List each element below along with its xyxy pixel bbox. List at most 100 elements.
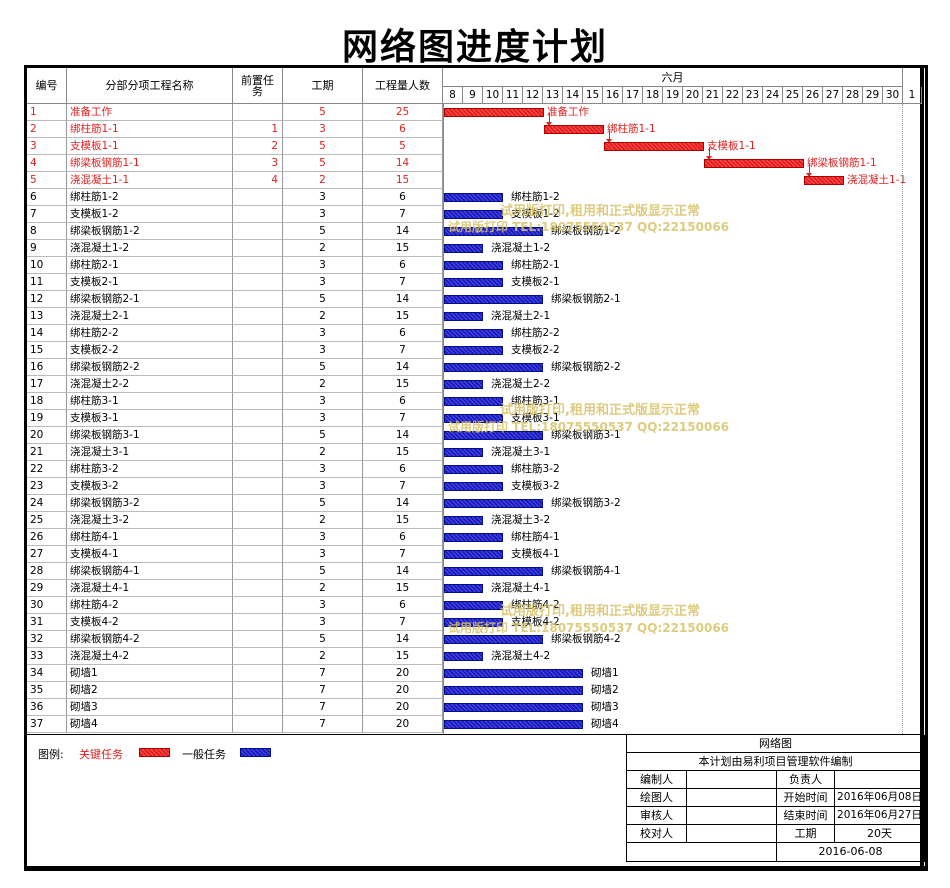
task-duration: 7 [283,682,363,699]
task-predecessor [233,189,283,206]
task-id: 12 [27,291,67,308]
task-workers: 20 [363,665,443,682]
watermark-text: 试用版打印 TEL:18075550537 QQ:22150066 [448,621,730,635]
day-cell: 19 [663,87,683,104]
task-bar[interactable] [444,380,483,389]
task-bar[interactable] [444,431,543,440]
task-name: 砌墙3 [67,699,233,716]
task-id: 34 [27,665,67,682]
task-bar[interactable] [444,533,503,542]
task-bar-label: 砌墙1 [591,667,619,679]
end-value: 2016年06月27日 [835,807,925,825]
task-bar[interactable] [444,346,503,355]
legend-critical-swatch [139,748,170,757]
task-name: 浇混凝土4-2 [67,648,233,665]
task-duration: 3 [283,257,363,274]
task-name: 支模板3-1 [67,410,233,427]
task-bar[interactable] [444,227,543,236]
task-bar[interactable] [444,516,483,525]
task-workers: 6 [363,121,443,138]
editor-label: 编制人 [627,771,687,789]
task-duration: 5 [283,427,363,444]
task-bar[interactable] [444,652,483,661]
critical-task-bar[interactable] [544,125,604,134]
task-bar[interactable] [444,329,503,338]
task-predecessor [233,393,283,410]
task-bar[interactable] [444,635,543,644]
day-cell: 10 [483,87,503,104]
task-name: 支模板4-1 [67,546,233,563]
task-duration: 3 [283,325,363,342]
critical-task-bar[interactable] [704,159,804,168]
task-workers: 6 [363,393,443,410]
task-workers: 15 [363,376,443,393]
task-duration: 5 [283,155,363,172]
task-id: 11 [27,274,67,291]
task-duration: 3 [283,410,363,427]
task-name: 绑梁板钢筋2-2 [67,359,233,376]
task-bar[interactable] [444,465,503,474]
task-name: 绑梁板钢筋1-1 [67,155,233,172]
task-id: 19 [27,410,67,427]
task-id: 20 [27,427,67,444]
critical-task-bar[interactable] [604,142,704,151]
day-cell: 1 [903,87,922,104]
task-bar[interactable] [444,669,583,678]
task-predecessor [233,597,283,614]
task-bar[interactable] [444,499,543,508]
page-title: 网络图进度计划 [341,27,608,68]
task-bar-label: 绑柱筋2-2 [511,327,560,339]
task-duration: 2 [283,444,363,461]
task-bar[interactable] [444,278,503,287]
task-bar[interactable] [444,210,503,219]
task-bar[interactable] [444,482,503,491]
task-name: 支模板2-2 [67,342,233,359]
task-bar[interactable] [444,686,583,695]
task-name: 绑梁板钢筋3-1 [67,427,233,444]
task-bar[interactable] [444,261,503,270]
task-duration: 3 [283,342,363,359]
task-id: 35 [27,682,67,699]
task-bar[interactable] [444,448,483,457]
task-predecessor [233,240,283,257]
task-bar[interactable] [444,193,503,202]
task-bar[interactable] [444,720,583,729]
task-workers: 7 [363,546,443,563]
task-id: 21 [27,444,67,461]
task-duration: 3 [283,189,363,206]
task-name: 浇混凝土2-1 [67,308,233,325]
task-workers: 14 [363,427,443,444]
day-cell: 11 [503,87,523,104]
task-duration: 3 [283,274,363,291]
task-bar-label: 支模板3-1 [511,412,560,424]
task-bar[interactable] [444,703,583,712]
task-bar-label: 绑梁板钢筋4-1 [551,565,621,577]
task-bar[interactable] [444,244,483,253]
task-workers: 15 [363,172,443,189]
task-bar[interactable] [444,584,483,593]
task-bar[interactable] [444,567,543,576]
task-bar-label: 砌墙3 [591,701,619,713]
task-bar[interactable] [444,295,543,304]
critical-task-bar[interactable] [444,108,544,117]
task-bar[interactable] [444,414,503,423]
task-bar-label: 砌墙4 [591,718,619,730]
task-name: 绑梁板钢筋1-2 [67,223,233,240]
task-bar[interactable] [444,618,503,627]
task-workers: 7 [363,342,443,359]
task-bar[interactable] [444,397,503,406]
task-bar[interactable] [444,550,503,559]
task-bar[interactable] [444,312,483,321]
header-predecessor: 前置任务 [233,68,283,104]
day-cell: 30 [883,87,903,104]
task-bar[interactable] [444,363,543,372]
task-duration: 2 [283,376,363,393]
task-name: 绑梁板钢筋4-2 [67,631,233,648]
task-bar[interactable] [444,601,503,610]
arrow-down-icon [546,122,552,126]
task-id: 8 [27,223,67,240]
task-predecessor [233,291,283,308]
critical-task-bar[interactable] [804,176,844,185]
reviewer-label: 审核人 [627,807,687,825]
task-bar-label: 绑梁板钢筋2-2 [551,361,621,373]
